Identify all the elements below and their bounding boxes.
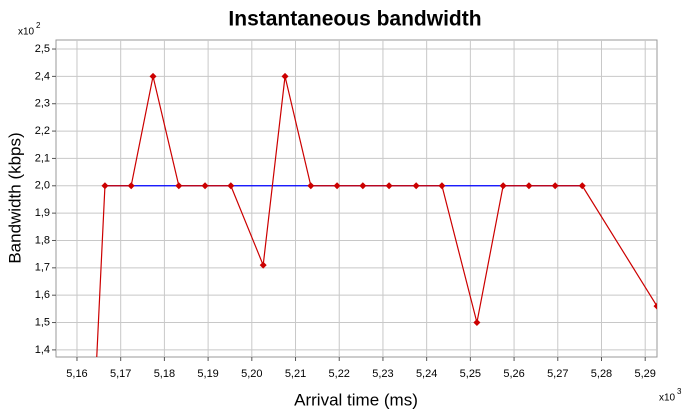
x-tick-label: 5,16 bbox=[66, 368, 87, 380]
x-multiplier: x10 bbox=[659, 393, 676, 404]
data-point bbox=[259, 261, 267, 269]
data-point bbox=[653, 302, 657, 310]
data-point bbox=[201, 182, 209, 190]
data-point bbox=[473, 319, 481, 327]
x-tick-label: 5,23 bbox=[372, 368, 393, 380]
y-tick-label: 1,8 bbox=[35, 234, 50, 246]
y-tick-label: 1,9 bbox=[35, 207, 50, 219]
data-point bbox=[281, 72, 289, 80]
x-multiplier-exponent: 3 bbox=[677, 387, 682, 396]
y-tick-label: 1,7 bbox=[35, 262, 50, 274]
plot-area bbox=[55, 39, 658, 358]
x-tick-label: 5,17 bbox=[110, 368, 131, 380]
data-point bbox=[578, 182, 586, 190]
x-axis-label: Arrival time (ms) bbox=[294, 390, 418, 409]
y-tick-label: 2,1 bbox=[35, 152, 50, 164]
data-point bbox=[525, 182, 533, 190]
x-tick-label: 5,21 bbox=[285, 368, 306, 380]
y-tick-label: 2,3 bbox=[35, 98, 50, 110]
data-point bbox=[412, 182, 420, 190]
y-multiplier-exponent: 2 bbox=[36, 21, 41, 30]
data-point bbox=[127, 182, 135, 190]
data-point bbox=[551, 182, 559, 190]
y-axis-label: Bandwidth (kbps) bbox=[5, 132, 24, 263]
data-point bbox=[101, 182, 109, 190]
data-point bbox=[438, 182, 446, 190]
x-tick-label: 5,22 bbox=[329, 368, 350, 380]
x-tick-label: 5,25 bbox=[460, 368, 481, 380]
data-point bbox=[149, 72, 157, 80]
y-multiplier: x10 bbox=[18, 27, 35, 38]
x-tick-label: 5,26 bbox=[503, 368, 524, 380]
data-point bbox=[92, 374, 99, 381]
data-point bbox=[385, 182, 393, 190]
x-tick-label: 5,19 bbox=[197, 368, 218, 380]
data-point bbox=[227, 182, 235, 190]
data-point bbox=[499, 182, 507, 190]
x-tick-label: 5,27 bbox=[547, 368, 568, 380]
y-tick-label: 1,6 bbox=[35, 289, 50, 301]
y-tick-label: 1,4 bbox=[35, 344, 50, 356]
data-point bbox=[307, 182, 315, 190]
y-tick-label: 1,5 bbox=[35, 316, 50, 328]
y-tick-label: 2,0 bbox=[35, 180, 50, 192]
y-tick-label: 2,2 bbox=[35, 125, 50, 137]
y-tick-label: 2,4 bbox=[35, 70, 50, 82]
chart-title: Instantaneous bandwidth bbox=[228, 8, 481, 31]
x-tick-label: 5,24 bbox=[416, 368, 437, 380]
y-tick-label: 2,5 bbox=[35, 43, 50, 55]
x-tick-label: 5,18 bbox=[154, 368, 175, 380]
x-tick-label: 5,20 bbox=[241, 368, 262, 380]
x-tick-label: 5,28 bbox=[591, 368, 612, 380]
data-point bbox=[359, 182, 367, 190]
data-point bbox=[333, 182, 341, 190]
data-point bbox=[175, 182, 183, 190]
x-tick-label: 5,29 bbox=[634, 368, 655, 380]
